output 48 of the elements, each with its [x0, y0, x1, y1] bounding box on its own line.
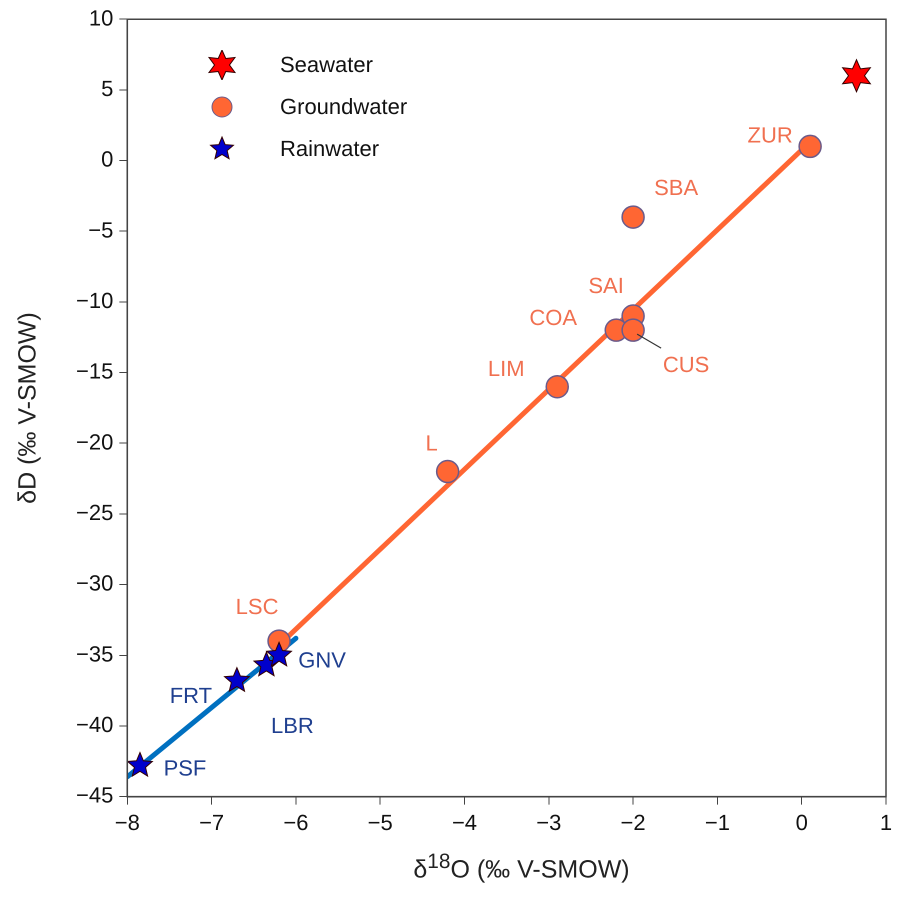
annotation: LIM [488, 356, 525, 381]
point [621, 318, 645, 342]
point [545, 374, 569, 398]
annotation: FRT [170, 682, 212, 708]
x-axis-title: δ$^{18}$O (‰ V-SMOW) [412, 850, 631, 884]
annotation: LSC [236, 594, 279, 620]
x-tick-label: −8 [114, 810, 140, 835]
y-tick-label: −25 [76, 500, 114, 525]
annotation: COA [529, 305, 578, 330]
point [798, 134, 822, 158]
x-tick-label: −5 [368, 810, 393, 835]
annotation: SBA [654, 175, 698, 200]
point [224, 667, 250, 692]
annotation: SAI [588, 273, 624, 298]
y-tick-label: 0 [101, 146, 114, 172]
y-tick-label: 5 [101, 76, 114, 101]
x-tick-label: 0 [796, 810, 808, 835]
annotation: L [426, 430, 438, 456]
annotation: PSF [164, 756, 206, 781]
legend-label: Seawater [280, 52, 373, 78]
y-tick-label: −10 [76, 288, 114, 313]
annotation: ZUR [748, 122, 793, 148]
y-axis-title: δD (‰ V-SMOW) [14, 312, 42, 504]
x-tick-label: −1 [704, 810, 730, 835]
y-tick-label: −15 [76, 358, 114, 384]
legend-label: Rainwater [280, 136, 380, 162]
y-tick-label: −5 [88, 217, 114, 242]
y-tick-label: −35 [76, 641, 114, 666]
x-tick-label: −7 [199, 810, 224, 835]
y-tick-label: −20 [76, 429, 114, 454]
x-tick-label: −4 [452, 810, 478, 835]
x-tick-label: −6 [283, 810, 308, 835]
annotation: LBR [271, 713, 314, 738]
x-tick-label: −3 [536, 810, 562, 835]
point [266, 642, 292, 666]
y-tick-label: −45 [76, 782, 114, 808]
point [436, 460, 460, 484]
y-tick-label: −30 [76, 570, 114, 596]
x-tick-label: −2 [620, 810, 646, 835]
point [842, 59, 871, 92]
point [621, 205, 645, 229]
annotation: GNV [298, 647, 346, 672]
annotation: CUS [662, 352, 710, 378]
point [127, 752, 153, 777]
legend-label: Groundwater [280, 94, 408, 120]
x-tick-label: 1 [880, 810, 892, 835]
y-tick-label: 10 [88, 5, 114, 30]
y-tick-label: −40 [76, 712, 114, 737]
